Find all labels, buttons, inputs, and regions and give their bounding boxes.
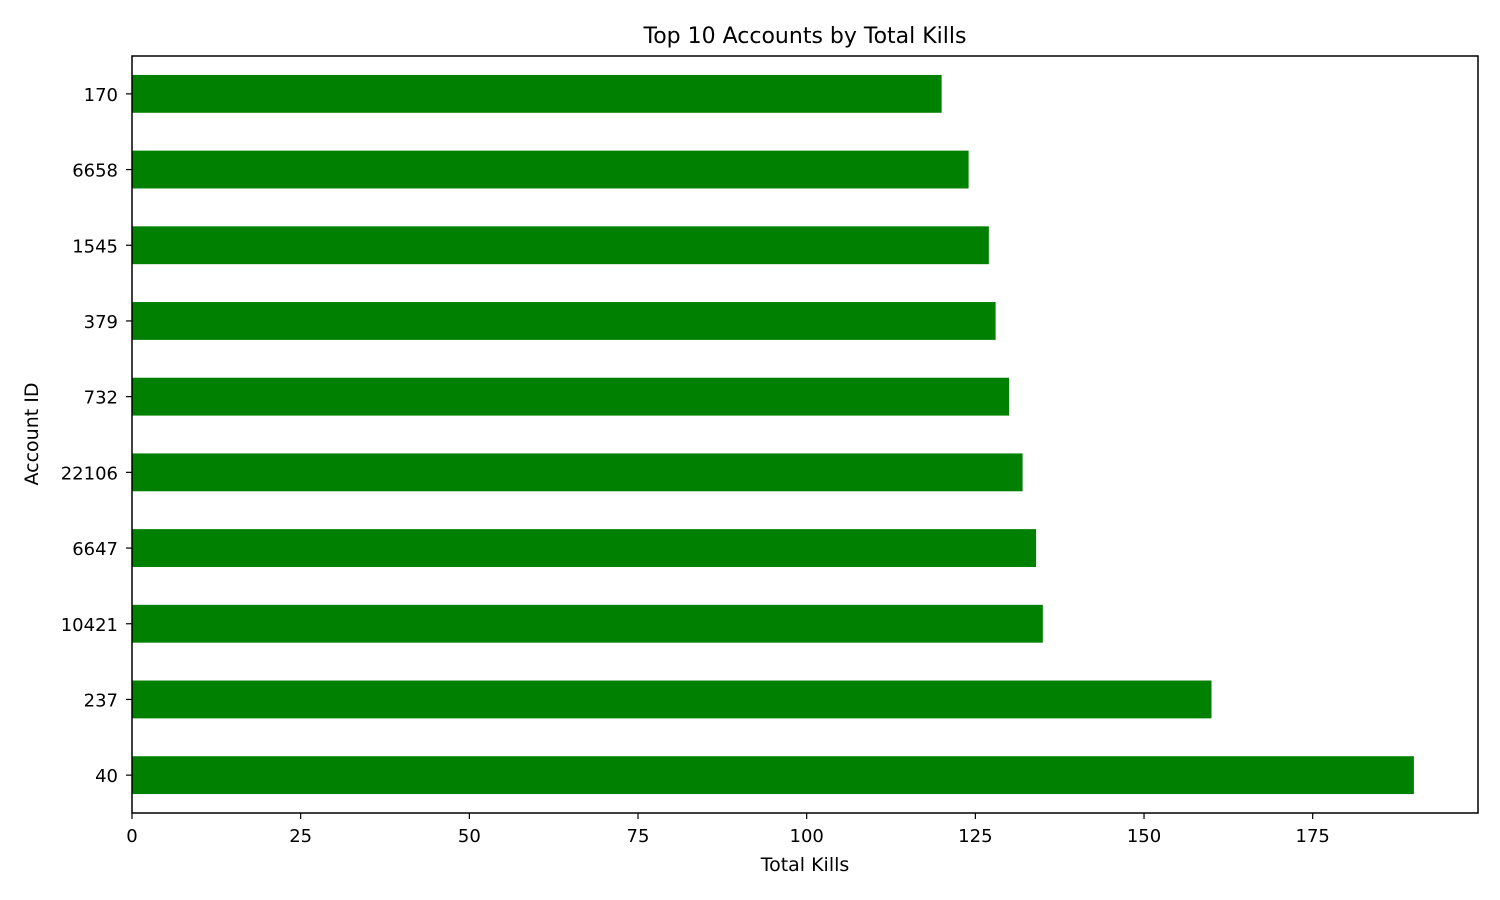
bar-732 bbox=[132, 377, 1010, 416]
x-tick-label: 75 bbox=[627, 826, 650, 847]
y-tick-label: 732 bbox=[84, 388, 118, 409]
y-tick-label: 22106 bbox=[61, 463, 118, 484]
bar-6647 bbox=[132, 529, 1037, 567]
y-tick-label: 170 bbox=[84, 85, 118, 106]
bar-6658 bbox=[132, 150, 969, 189]
y-tick-label: 6658 bbox=[72, 161, 118, 182]
x-tick-label: 150 bbox=[1127, 826, 1161, 847]
y-axis-ticks: 40 237 10421 6647 22106 732 379 1545 6658 170 bbox=[61, 85, 132, 787]
x-tick-label: 100 bbox=[790, 826, 824, 847]
bar-10421 bbox=[132, 604, 1043, 643]
x-tick-label: 125 bbox=[958, 826, 992, 847]
bar-170 bbox=[132, 74, 942, 113]
y-axis-label: Account ID bbox=[21, 383, 43, 486]
bars-group bbox=[132, 74, 1414, 795]
bar-379 bbox=[132, 302, 996, 340]
x-axis-ticks: 0 25 50 75 100 125 150 175 bbox=[126, 813, 1330, 847]
x-tick-label: 50 bbox=[458, 826, 481, 847]
y-tick-label: 6647 bbox=[72, 539, 118, 560]
y-tick-label: 379 bbox=[84, 312, 118, 333]
x-tick-label: 25 bbox=[289, 826, 312, 847]
bar-1545 bbox=[132, 226, 989, 265]
y-tick-label: 40 bbox=[95, 766, 118, 787]
bar-237 bbox=[132, 680, 1212, 719]
y-tick-label: 237 bbox=[84, 690, 118, 711]
plot-frame bbox=[131, 55, 1479, 814]
chart-title: Top 10 Accounts by Total Kills bbox=[643, 24, 967, 49]
x-axis-label: Total Kills bbox=[760, 854, 850, 876]
y-tick-label: 10421 bbox=[61, 615, 118, 636]
y-tick-label: 1545 bbox=[72, 236, 118, 257]
bar-22106 bbox=[132, 453, 1023, 492]
x-tick-label: 175 bbox=[1296, 826, 1330, 847]
bar-40 bbox=[132, 756, 1414, 795]
x-tick-label: 0 bbox=[126, 826, 137, 847]
